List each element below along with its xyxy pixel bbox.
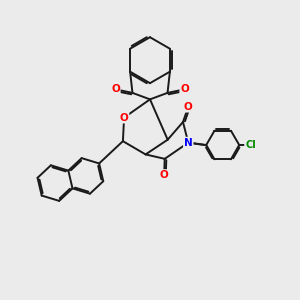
Text: O: O [160,170,169,180]
Text: O: O [180,84,189,94]
Text: O: O [184,102,193,112]
Text: O: O [120,112,128,123]
Text: N: N [184,138,193,148]
Text: O: O [111,84,120,94]
Text: Cl: Cl [245,140,256,150]
